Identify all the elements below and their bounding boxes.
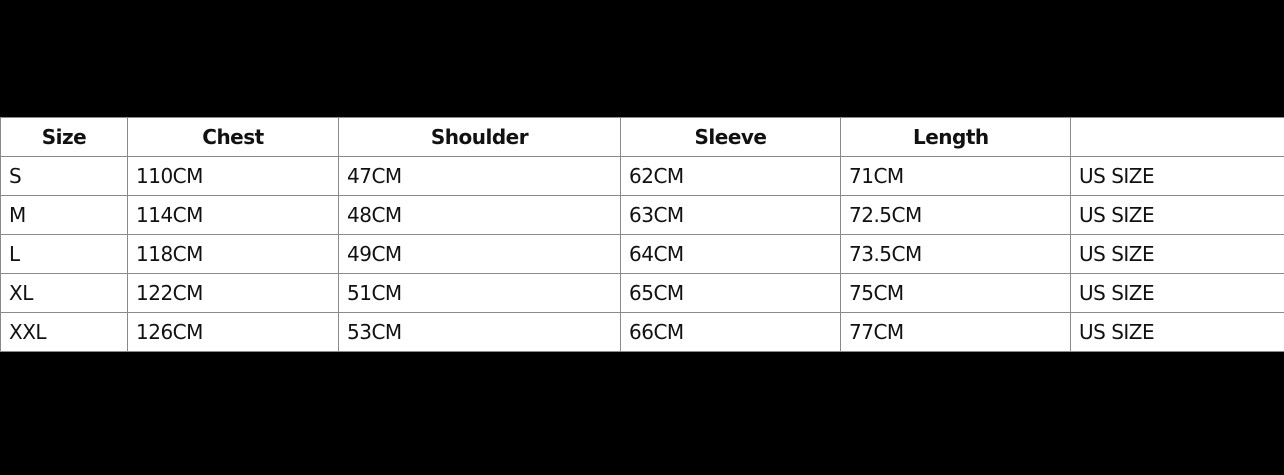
table-cell: 118CM (127, 234, 339, 274)
table-cell: US SIZE (1070, 312, 1284, 352)
table-cell: XL (0, 273, 128, 313)
column-header: Length (840, 117, 1071, 157)
table-cell: S (0, 156, 128, 196)
table-row: S 110CM 47CM 62CM 71CM US SIZE (0, 156, 1284, 196)
table-row: L 118CM 49CM 64CM 73.5CM US SIZE (0, 234, 1284, 274)
table-cell: 77CM (840, 312, 1071, 352)
table-cell: 65CM (620, 273, 841, 313)
table-cell: 66CM (620, 312, 841, 352)
table-cell: L (0, 234, 128, 274)
table-cell: US SIZE (1070, 234, 1284, 274)
column-header: Size (0, 117, 128, 157)
table-cell: US SIZE (1070, 156, 1284, 196)
table-cell: M (0, 195, 128, 235)
table-row: XL 122CM 51CM 65CM 75CM US SIZE (0, 273, 1284, 313)
table-cell: US SIZE (1070, 273, 1284, 313)
table-cell: 114CM (127, 195, 339, 235)
table-cell: 48CM (338, 195, 621, 235)
table-cell: 49CM (338, 234, 621, 274)
column-header: Shoulder (338, 117, 621, 157)
table-cell: 62CM (620, 156, 841, 196)
column-header: Chest (127, 117, 339, 157)
column-header: Sleeve (620, 117, 841, 157)
header-row: Size Chest Shoulder Sleeve Length (0, 117, 1284, 157)
table-cell: 75CM (840, 273, 1071, 313)
table-cell: US SIZE (1070, 195, 1284, 235)
table-cell: 71CM (840, 156, 1071, 196)
size-chart-table: Size Chest Shoulder Sleeve Length S 110CM 47CM… (0, 117, 1284, 352)
table-cell: 122CM (127, 273, 339, 313)
table-cell: 64CM (620, 234, 841, 274)
table-cell: 110CM (127, 156, 339, 196)
table-cell: 72.5CM (840, 195, 1071, 235)
column-header (1070, 117, 1284, 157)
table-cell: XXL (0, 312, 128, 352)
table-row: M 114CM 48CM 63CM 72.5CM US SIZE (0, 195, 1284, 235)
table-row: XXL 126CM 53CM 66CM 77CM US SIZE (0, 312, 1284, 352)
table-cell: 51CM (338, 273, 621, 313)
table-cell: 47CM (338, 156, 621, 196)
table-cell: 53CM (338, 312, 621, 352)
table-cell: 63CM (620, 195, 841, 235)
table-cell: 126CM (127, 312, 339, 352)
table-cell: 73.5CM (840, 234, 1071, 274)
